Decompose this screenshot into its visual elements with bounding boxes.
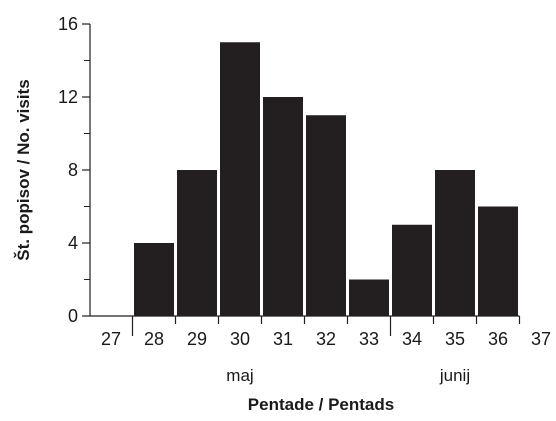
x-tick-label-32: 32 — [316, 329, 336, 349]
bar-30 — [220, 42, 260, 316]
y-tick-label-12: 12 — [58, 87, 78, 107]
bar-33 — [349, 279, 389, 316]
x-tick-label-31: 31 — [273, 329, 293, 349]
x-tick-label-28: 28 — [144, 329, 164, 349]
x-tick-label-27: 27 — [101, 329, 121, 349]
y-tick-label-4: 4 — [68, 233, 78, 253]
x-axis-title: Pentade / Pentads — [248, 395, 394, 414]
month-labels-group: maj junij — [226, 366, 470, 385]
bar-29 — [177, 170, 217, 316]
y-axis-title: Št. popisov / No. visits — [14, 79, 33, 260]
bar-36 — [478, 206, 518, 316]
bar-35 — [435, 170, 475, 316]
x-tick-label-34: 34 — [402, 329, 422, 349]
x-tick-label-37: 37 — [531, 329, 551, 349]
month-label-junij: junij — [439, 366, 470, 385]
x-tick-label-33: 33 — [359, 329, 379, 349]
bars-group — [134, 42, 518, 316]
month-label-maj: maj — [226, 366, 253, 385]
x-tick-label-30: 30 — [230, 329, 250, 349]
x-ticks-group: 27 28 29 30 31 32 33 34 35 36 37 — [101, 316, 551, 349]
bar-28 — [134, 243, 174, 316]
bar-32 — [306, 115, 346, 316]
x-tick-label-36: 36 — [488, 329, 508, 349]
x-tick-label-35: 35 — [445, 329, 465, 349]
y-ticks-group: 0 4 8 12 16 — [58, 14, 90, 326]
bar-31 — [263, 97, 303, 316]
y-tick-label-16: 16 — [58, 14, 78, 34]
y-tick-label-8: 8 — [68, 160, 78, 180]
x-tick-label-29: 29 — [187, 329, 207, 349]
y-tick-label-0: 0 — [68, 306, 78, 326]
bar-34 — [392, 224, 432, 316]
